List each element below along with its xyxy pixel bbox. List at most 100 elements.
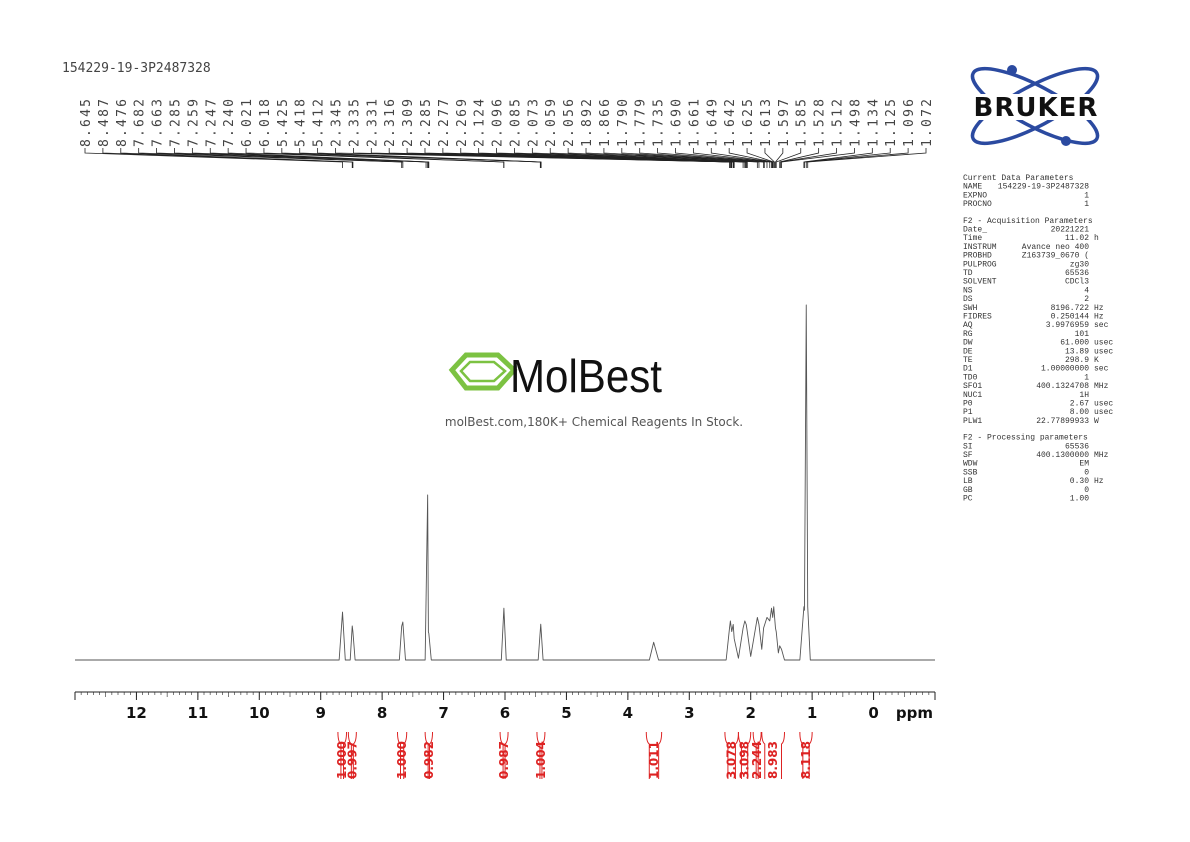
param-value: 0.250144 bbox=[1051, 313, 1090, 322]
peak-label: 2.269 bbox=[455, 97, 470, 147]
peak-connector bbox=[764, 148, 775, 168]
param-value: 0 bbox=[1084, 468, 1089, 477]
param-name: P1 bbox=[963, 408, 973, 417]
peak-connector bbox=[728, 148, 774, 168]
peak-connector bbox=[804, 148, 891, 168]
peak-label: 7.259 bbox=[186, 97, 201, 147]
param-value: 8196.722 bbox=[1051, 304, 1090, 313]
peak-label: 2.096 bbox=[491, 97, 506, 147]
peak-connector bbox=[639, 148, 765, 168]
param-name: FIDRES bbox=[963, 313, 992, 322]
peak-label: 1.096 bbox=[902, 97, 917, 147]
peak-connector bbox=[317, 148, 542, 168]
integral-bracket bbox=[645, 731, 663, 779]
param-unit: MHz bbox=[1094, 382, 1109, 391]
param-name: Time bbox=[963, 234, 982, 243]
param-value: 22.77899933 bbox=[1036, 417, 1089, 426]
param-name: EXPNO bbox=[963, 191, 987, 200]
peak-label: 2.073 bbox=[526, 97, 541, 147]
param-name: DS bbox=[963, 295, 973, 304]
peak-label: 1.528 bbox=[813, 97, 828, 147]
bruker-logo: BRUKER bbox=[955, 65, 1117, 146]
param-name: P0 bbox=[963, 400, 973, 409]
peak-label: 7.247 bbox=[204, 97, 219, 147]
param-unit: Hz bbox=[1094, 477, 1104, 486]
param-value: 1 bbox=[1084, 200, 1089, 209]
peak-connector bbox=[803, 148, 873, 168]
param-name: D1 bbox=[963, 365, 973, 374]
peak-label: 1.625 bbox=[741, 97, 756, 147]
param-value: 13.89 bbox=[1065, 347, 1089, 356]
peak-label: 2.331 bbox=[365, 97, 380, 147]
param-name: NS bbox=[963, 286, 973, 295]
peak-label: 1.661 bbox=[687, 97, 702, 147]
param-name: SSB bbox=[963, 468, 978, 477]
x-tick-label: 4 bbox=[623, 704, 633, 722]
param-name: GB bbox=[963, 486, 973, 495]
peak-label: 2.316 bbox=[383, 97, 398, 147]
x-tick-label: 5 bbox=[561, 704, 571, 722]
peak-connector bbox=[603, 148, 760, 168]
param-value: EM bbox=[1079, 460, 1089, 469]
integral-label: 0.997 bbox=[345, 741, 359, 779]
peak-label: 1.735 bbox=[652, 97, 667, 147]
param-value: 2 bbox=[1084, 295, 1089, 304]
param-name: SF bbox=[963, 451, 973, 460]
param-name: WDW bbox=[963, 460, 978, 469]
param-value: 0.30 bbox=[1070, 477, 1089, 486]
x-tick-label: 1 bbox=[807, 704, 817, 722]
peak-connector bbox=[227, 148, 430, 168]
integral-bracket bbox=[337, 731, 348, 779]
peak-label: 7.682 bbox=[133, 97, 148, 147]
x-tick-label: 6 bbox=[500, 704, 510, 722]
peak-label: 1.866 bbox=[598, 97, 613, 147]
peak-connector bbox=[621, 148, 765, 168]
peak-connector bbox=[585, 148, 758, 168]
param-name: SWH bbox=[963, 304, 978, 313]
param-value: 1.00000000 bbox=[1041, 365, 1089, 374]
param-value: 1.00 bbox=[1070, 495, 1089, 504]
param-unit: Hz bbox=[1094, 304, 1104, 313]
x-tick-label: 7 bbox=[438, 704, 448, 722]
x-tick-label: 0 bbox=[868, 704, 878, 722]
watermark-icon bbox=[459, 360, 507, 383]
integral-label: 2.244 bbox=[750, 741, 764, 779]
peak-connector bbox=[531, 148, 747, 168]
param-unit: Hz bbox=[1094, 313, 1104, 322]
peak-label: 5.412 bbox=[312, 97, 327, 147]
integral-label: 8.118 bbox=[799, 741, 813, 779]
param-value: 8.00 bbox=[1070, 408, 1089, 417]
param-value: 11.02 bbox=[1065, 234, 1089, 243]
param-value: 61.000 bbox=[1060, 339, 1089, 348]
peak-connector bbox=[781, 148, 855, 168]
watermark-name: MolBest bbox=[510, 350, 662, 402]
param-name: AQ bbox=[963, 321, 973, 330]
peak-connector bbox=[692, 148, 772, 168]
param-unit: usec bbox=[1094, 347, 1113, 356]
peak-label: 1.134 bbox=[866, 97, 881, 147]
x-tick-label: 9 bbox=[315, 704, 325, 722]
peak-connector bbox=[567, 148, 748, 168]
param-unit: K bbox=[1094, 356, 1099, 365]
logo-orbit bbox=[970, 66, 1100, 146]
spectrum-trace bbox=[75, 304, 935, 661]
integral-bracket bbox=[424, 731, 434, 779]
integral-bracket bbox=[737, 731, 752, 779]
param-unit: sec bbox=[1094, 321, 1109, 330]
integral-bracket bbox=[761, 731, 785, 779]
peak-label: 2.309 bbox=[401, 97, 416, 147]
integral-bracket bbox=[536, 731, 546, 779]
param-section-title: F2 - Acquisition Parameters bbox=[963, 217, 1093, 226]
peak-label: 1.613 bbox=[759, 97, 774, 147]
param-value: 1 bbox=[1084, 373, 1089, 382]
param-value: 154229-19-3P2487328 bbox=[998, 183, 1089, 192]
param-value: 3.9976959 bbox=[1046, 321, 1089, 330]
param-unit: MHz bbox=[1094, 451, 1109, 460]
param-value: Z163739_0670 ( bbox=[1022, 252, 1089, 261]
integral-label: 1.000 bbox=[335, 741, 349, 779]
peak-label: 1.649 bbox=[705, 97, 720, 147]
peak-label: 8.476 bbox=[115, 97, 130, 147]
param-value: 1H bbox=[1079, 391, 1089, 400]
